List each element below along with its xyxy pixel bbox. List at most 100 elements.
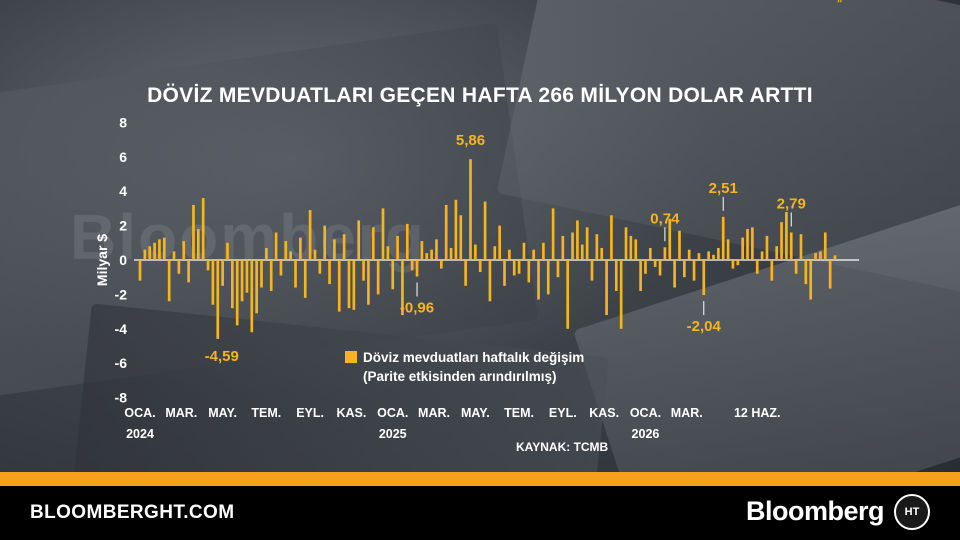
- data-bar: [444, 204, 448, 260]
- data-bar: [323, 225, 327, 260]
- data-bar: [386, 246, 390, 260]
- annotation-label: 0,27: [830, 0, 859, 4]
- data-bar: [231, 260, 234, 309]
- data-bar: [624, 227, 628, 260]
- data-bar: [619, 260, 623, 329]
- y-tick-label: 6: [119, 149, 127, 165]
- data-bar: [192, 204, 195, 260]
- data-bar: [425, 253, 429, 260]
- data-bar: [454, 199, 458, 260]
- data-bar: [177, 260, 181, 274]
- annotation-label: -4,59: [205, 348, 239, 365]
- data-bar: [196, 229, 200, 260]
- data-bar: [755, 260, 759, 274]
- data-bar: [823, 232, 827, 260]
- data-bar: [828, 260, 832, 289]
- data-bar: [512, 260, 516, 276]
- data-bar: [731, 260, 735, 269]
- data-bar: [265, 247, 268, 260]
- data-bar: [362, 260, 365, 281]
- y-tick-label: -2: [115, 286, 128, 302]
- data-bar: [162, 237, 166, 260]
- y-tick-label: -4: [115, 321, 128, 337]
- data-bar: [692, 260, 696, 281]
- legend: Döviz mevduatları haftalık değişim (Pari…: [345, 348, 584, 386]
- data-bar: [702, 260, 706, 296]
- y-tick-label: -8: [115, 390, 128, 406]
- y-axis-label: Milyar $: [94, 234, 110, 286]
- data-bar: [459, 215, 463, 260]
- data-bar: [410, 260, 414, 271]
- data-bar: [712, 254, 715, 260]
- data-bar: [401, 260, 404, 316]
- data-bar: [576, 220, 579, 260]
- data-bar: [648, 247, 652, 260]
- data-bar: [736, 260, 740, 266]
- data-bar: [508, 249, 511, 260]
- site-url[interactable]: BLOOMBERGHT.COM: [30, 502, 235, 523]
- x-tick-label: TEM.: [504, 406, 534, 420]
- data-bar: [833, 255, 837, 260]
- data-bar: [653, 260, 657, 267]
- data-bar: [658, 260, 662, 276]
- data-bar: [503, 260, 506, 286]
- data-bar: [493, 246, 497, 260]
- data-bar: [289, 251, 293, 260]
- x-tick-label: OCA.: [630, 406, 661, 420]
- data-bar: [488, 260, 492, 302]
- data-bar: [760, 251, 764, 260]
- data-bar: [226, 242, 229, 260]
- data-bar: [143, 249, 147, 260]
- data-bar: [600, 247, 604, 260]
- data-bar: [396, 235, 399, 260]
- brand-logo: Bloomberg: [745, 496, 885, 526]
- data-bar: [449, 247, 453, 260]
- data-bar: [809, 260, 813, 300]
- data-bar: [274, 232, 278, 260]
- data-bar: [235, 260, 239, 326]
- data-bar: [794, 260, 798, 274]
- x-tick-year: 2026: [632, 427, 660, 441]
- data-bar: [430, 249, 433, 260]
- x-tick-label: KAS.: [589, 406, 619, 420]
- data-bar: [663, 247, 667, 260]
- data-bar: [595, 234, 599, 260]
- chart-title: DÖVİZ MEVDUATLARI GEÇEN HAFTA 266 MİLYON…: [147, 84, 813, 107]
- data-bar: [785, 212, 788, 260]
- data-bar: [138, 260, 142, 281]
- data-bar: [182, 241, 186, 260]
- data-bar: [775, 246, 779, 260]
- data-bar: [279, 260, 283, 276]
- data-bar: [765, 235, 769, 260]
- data-bar: [303, 260, 307, 298]
- data-bar: [532, 249, 536, 260]
- annotation-label: -2,04: [687, 318, 722, 335]
- data-bar: [342, 234, 346, 260]
- data-bar: [741, 237, 744, 260]
- data-bar: [561, 235, 565, 260]
- data-bar: [799, 234, 803, 260]
- ht-logo-icon: HT: [894, 494, 930, 530]
- data-bar: [469, 159, 472, 260]
- data-bar: [804, 260, 808, 285]
- data-bar: [814, 253, 817, 260]
- data-bar: [464, 260, 467, 286]
- data-bar: [420, 241, 424, 260]
- data-bar: [498, 225, 501, 260]
- data-bar: [367, 260, 370, 305]
- x-tick-label: MAY.: [208, 406, 237, 420]
- data-bar: [697, 253, 701, 260]
- data-bar: [639, 260, 642, 291]
- data-bar: [172, 251, 176, 260]
- annotation-label: -0,96: [400, 300, 434, 317]
- data-bar: [751, 227, 754, 260]
- data-bar: [158, 239, 161, 260]
- legend-swatch: [345, 351, 357, 363]
- data-bar: [556, 260, 560, 278]
- data-bar: [580, 244, 584, 260]
- x-tick-label: OCA.: [124, 406, 155, 420]
- data-bar: [717, 247, 720, 260]
- data-bar: [318, 260, 322, 274]
